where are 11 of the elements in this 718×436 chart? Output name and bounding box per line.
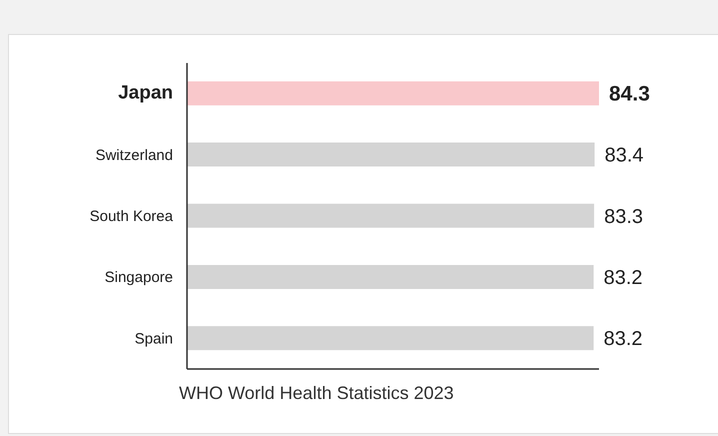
- text: WHO World Health Statistics 2023: [179, 383, 454, 404]
- y-tick-label: Spain: [134, 330, 173, 348]
- data-label: 83.2: [604, 266, 643, 289]
- y-tick-label: South Korea: [90, 208, 174, 225]
- data-label: 83.4: [604, 144, 644, 167]
- data-label: 83.2: [604, 328, 643, 350]
- data-label: 83.3: [604, 206, 644, 228]
- data-label: 84.3: [609, 82, 650, 106]
- y-tick-label: Singapore: [104, 269, 173, 286]
- y-tick-label: Japan: [118, 82, 173, 104]
- y-tick-label: Switzerland: [95, 146, 173, 164]
